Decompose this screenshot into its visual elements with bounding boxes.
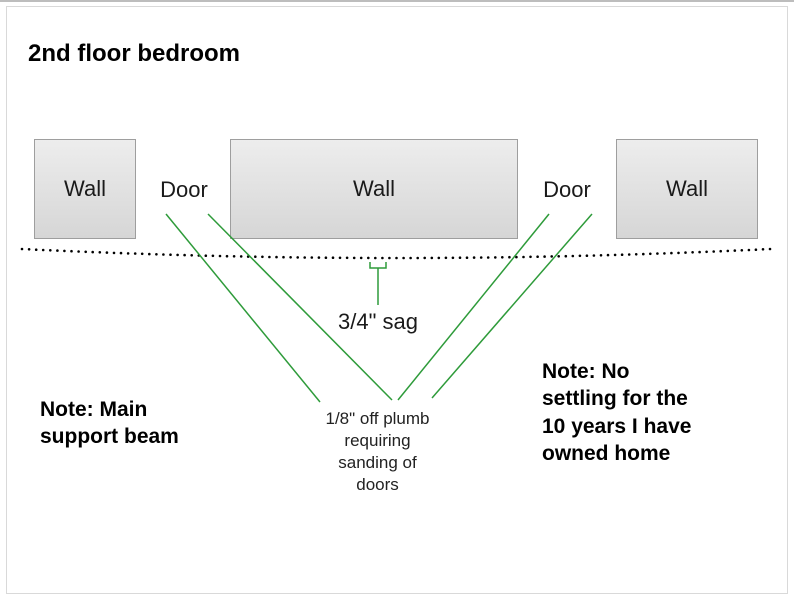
- note-main-support-beam: Note: Main support beam: [40, 396, 179, 451]
- sag-measurement-label: 3/4" sag: [338, 309, 418, 335]
- wall-segment-1: Wall: [34, 139, 136, 239]
- wall-label: Wall: [666, 176, 708, 202]
- wall-segment-3: Wall: [616, 139, 758, 239]
- note-off-plumb: 1/8" off plumb requiring sanding of door…: [300, 408, 455, 496]
- wall-label: Wall: [64, 176, 106, 202]
- wall-segment-2: Wall: [230, 139, 518, 239]
- note-line: support beam: [40, 425, 179, 448]
- note-line: Note: No: [542, 360, 630, 383]
- note-line: Note: Main: [40, 398, 147, 421]
- page-title: 2nd floor bedroom: [28, 40, 240, 68]
- note-line: doors: [356, 475, 399, 494]
- wall-label: Wall: [353, 176, 395, 202]
- note-line: sanding of: [338, 453, 416, 472]
- door-opening-1: Door: [147, 177, 221, 203]
- slide-frame: [6, 6, 788, 594]
- note-line: settling for the: [542, 387, 688, 410]
- note-line: owned home: [542, 442, 670, 465]
- note-line: 10 years I have: [542, 415, 691, 438]
- top-border-line: [0, 0, 794, 2]
- note-line: requiring: [344, 431, 410, 450]
- note-line: 1/8" off plumb: [325, 409, 429, 428]
- door-opening-2: Door: [530, 177, 604, 203]
- note-no-settling: Note: No settling for the 10 years I hav…: [542, 358, 691, 467]
